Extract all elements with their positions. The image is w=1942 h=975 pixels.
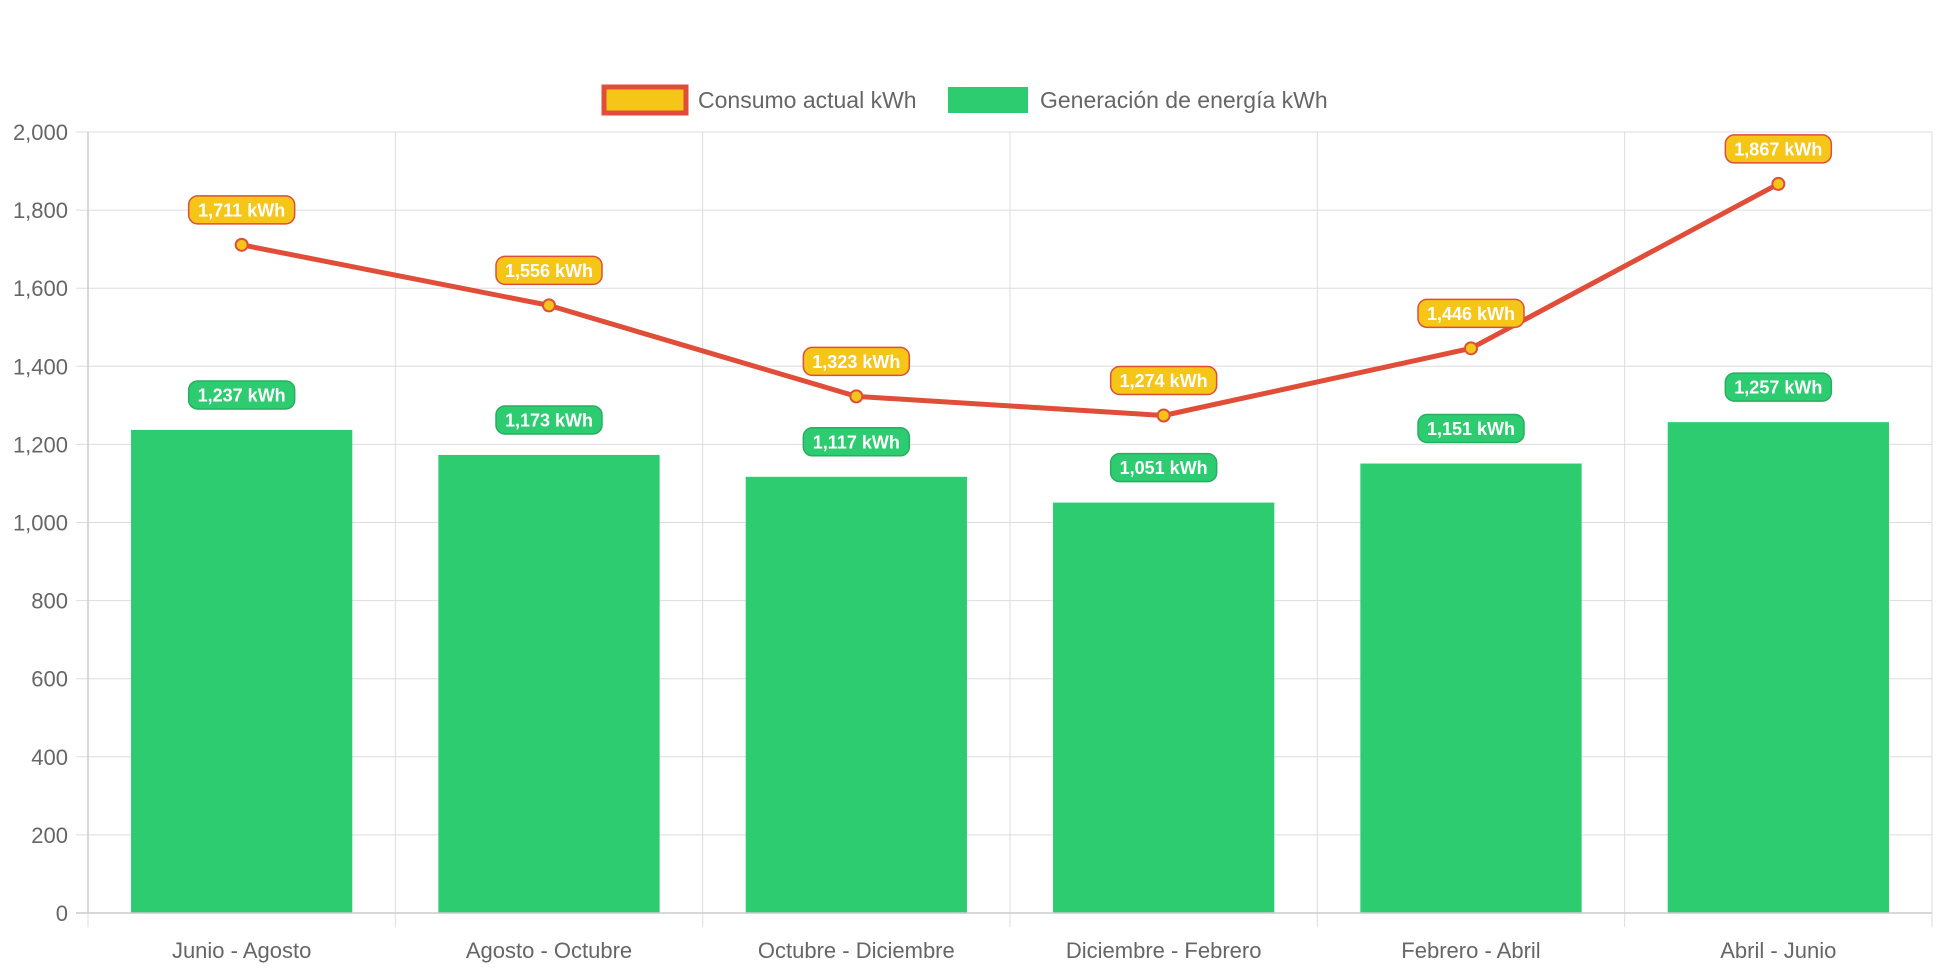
bar-data-label: 1,257 kWh: [1734, 378, 1822, 398]
y-tick-label: 1,600: [13, 276, 68, 301]
bar-generacion[interactable]: [1053, 502, 1275, 913]
y-tick-label: 1,200: [13, 432, 68, 457]
x-tick-label: Junio - Agosto: [172, 938, 311, 963]
legend-label-consumo[interactable]: Consumo actual kWh: [698, 87, 917, 113]
legend-swatch-generacion[interactable]: [948, 87, 1028, 113]
bar-data-label-badge-bg: [1724, 372, 1833, 402]
bar-data-label-badge: 1,051 kWh: [1109, 452, 1218, 483]
bar-generacion[interactable]: [745, 476, 967, 913]
line-data-label-badge-bg: [495, 255, 603, 286]
y-tick-label: 1,400: [13, 354, 68, 379]
line-data-label: 1,274 kWh: [1120, 371, 1208, 391]
y-tick-label: 600: [31, 667, 68, 692]
y-tick-label: 1,000: [13, 511, 68, 536]
x-tick-label: Abril - Junio: [1720, 938, 1836, 963]
line-data-label-badge: 1,323 kWh: [802, 346, 911, 377]
bar-data-label-badge-bg: [495, 405, 603, 435]
line-data-label-badge-bg: [1417, 298, 1525, 329]
legend-label-generacion[interactable]: Generación de energía kWh: [1040, 87, 1328, 113]
y-tick-label: 800: [31, 589, 68, 614]
bar-data-label: 1,117 kWh: [813, 432, 900, 452]
bar-data-label-badge-bg: [802, 427, 911, 457]
bar-data-label-badge: 1,151 kWh: [1417, 413, 1525, 444]
bar-generacion[interactable]: [438, 454, 660, 913]
consumo-point[interactable]: [1771, 176, 1786, 191]
bars-group: [131, 422, 1889, 913]
line-data-label: 1,323 kWh: [812, 352, 900, 372]
line-data-label-badge: 1,446 kWh: [1417, 298, 1525, 329]
data-labels-group: 1,237 kWh 1,173 kWh 1,117 kWh 1,051 kWh 1,15…: [187, 134, 1833, 483]
x-tick-label: Febrero - Abril: [1401, 938, 1540, 963]
bar-data-label-badge-bg: [1417, 413, 1525, 444]
bar-generacion[interactable]: [1667, 422, 1889, 913]
x-tick-label: Diciembre - Febrero: [1066, 938, 1262, 963]
bar-data-label-badge-bg: [187, 380, 296, 410]
line-data-label: 1,556 kWh: [505, 261, 593, 281]
consumo-point[interactable]: [542, 298, 556, 313]
x-tick-label: Agosto - Octubre: [466, 938, 632, 963]
bar-data-label: 1,173 kWh: [505, 410, 593, 430]
line-data-label-badge-bg: [1724, 134, 1833, 164]
legend: Consumo actual kWh Generación de energía …: [601, 84, 1328, 116]
y-tick-label: 2,000: [13, 120, 68, 145]
bar-data-label-badge: 1,173 kWh: [495, 405, 603, 435]
bar-generacion[interactable]: [1360, 463, 1582, 913]
line-data-label-badge: 1,274 kWh: [1109, 365, 1218, 396]
y-tick-label: 0: [56, 901, 68, 926]
bar-data-label-badge: 1,257 kWh: [1724, 372, 1833, 402]
line-data-label-badge: 1,556 kWh: [495, 255, 603, 286]
line-data-label-badge: 1,867 kWh: [1724, 134, 1833, 164]
line-data-label: 1,867 kWh: [1734, 139, 1822, 159]
line-data-label-badge-bg: [187, 195, 296, 225]
y-tick-label: 1,800: [13, 198, 68, 223]
consumo-point[interactable]: [1156, 408, 1171, 423]
bar-data-label: 1,051 kWh: [1120, 458, 1208, 478]
bar-data-label-badge: 1,237 kWh: [187, 380, 296, 410]
bar-generacion[interactable]: [131, 429, 353, 913]
x-tick-label: Octubre - Diciembre: [758, 938, 955, 963]
line-data-label-badge: 1,711 kWh: [187, 195, 296, 225]
consumo-point[interactable]: [1464, 341, 1478, 356]
consumo-point[interactable]: [849, 389, 864, 404]
line-data-label: 1,711 kWh: [198, 200, 285, 220]
legend-swatch-consumo[interactable]: [601, 84, 689, 116]
y-tick-label: 400: [31, 745, 68, 770]
y-tick-label: 200: [31, 823, 68, 848]
line-data-label-badge-bg: [802, 346, 911, 377]
line-data-label-badge-bg: [1109, 365, 1218, 396]
consumo-point[interactable]: [234, 237, 249, 252]
axes: 0 200 400 600 800 1,000 1,200 1,400 1,600 1,800 2,…: [13, 120, 1932, 963]
line-data-label: 1,446 kWh: [1427, 304, 1515, 324]
bar-data-label-badge: 1,117 kWh: [802, 427, 911, 457]
bar-data-label-badge-bg: [1109, 452, 1218, 483]
bar-data-label: 1,151 kWh: [1427, 419, 1515, 439]
bar-data-label: 1,237 kWh: [198, 385, 286, 405]
